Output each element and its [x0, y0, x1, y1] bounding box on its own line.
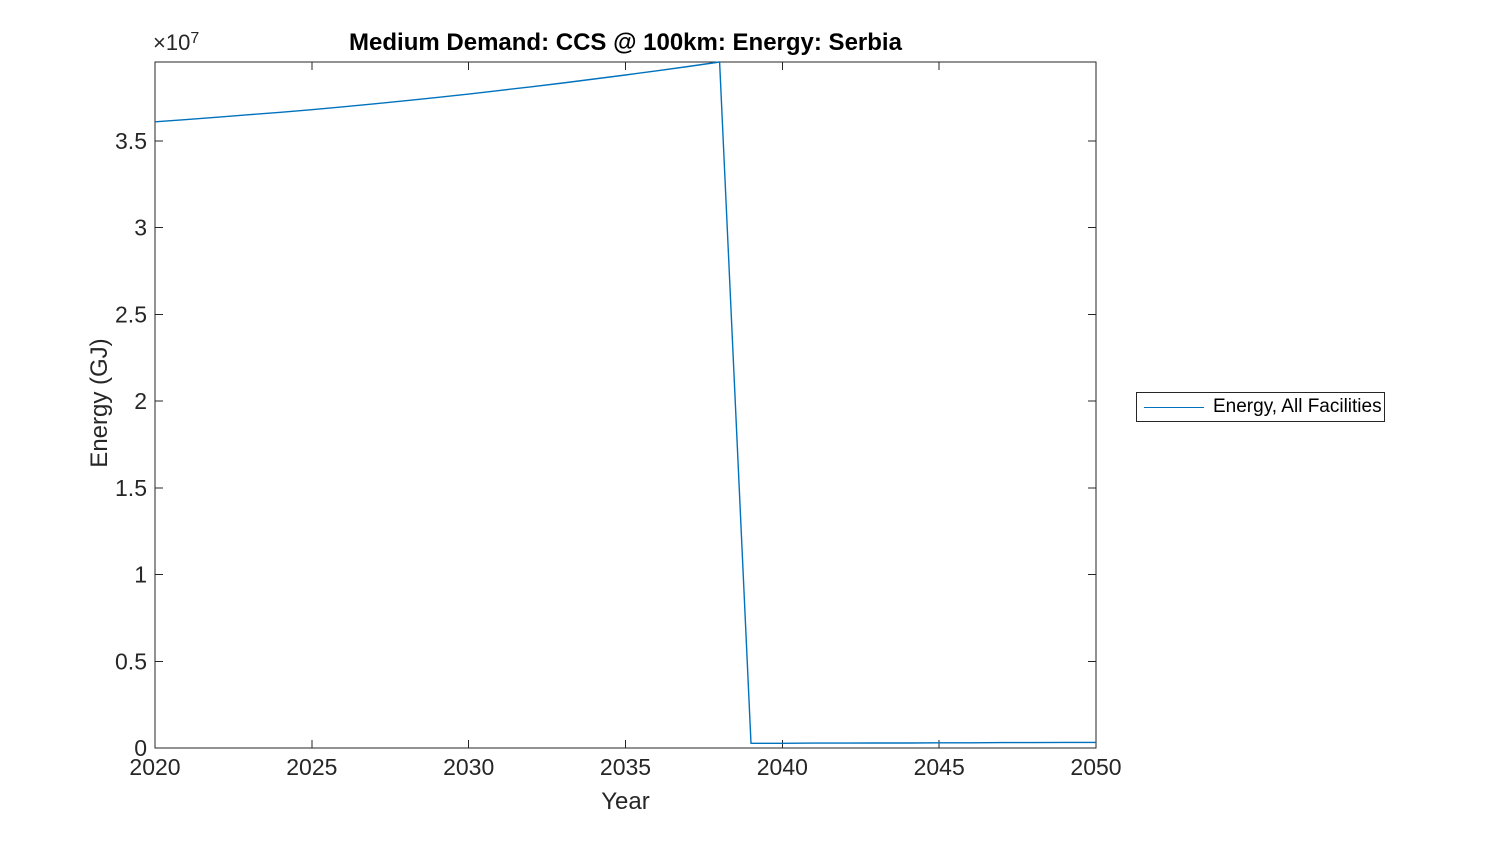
- legend-entry-label: Energy, All Facilities: [1213, 396, 1382, 417]
- x-tick-label: 2035: [600, 754, 651, 780]
- y-axis-exponent-label: ×107: [153, 30, 199, 56]
- x-tick-label: 2045: [914, 754, 965, 780]
- y-tick-label: 0.5: [115, 648, 147, 674]
- y-axis-multiplier-base: ×10: [153, 30, 191, 55]
- legend-box: Energy, All Facilities: [1136, 392, 1385, 422]
- y-tick-label: 2: [134, 388, 147, 414]
- x-tick-label: 2030: [443, 754, 494, 780]
- axes-box: [154, 61, 1097, 749]
- chart-title: Medium Demand: CCS @ 100km: Energy: Serb…: [349, 29, 902, 56]
- legend-line-sample-icon: [1144, 406, 1204, 408]
- y-axis-label: Energy (GJ): [86, 338, 113, 468]
- x-tick-label: 2040: [757, 754, 808, 780]
- series-line: [154, 61, 1096, 744]
- x-axis-label: Year: [601, 788, 650, 815]
- y-tick-label: 2.5: [115, 301, 147, 327]
- y-tick-label: 3: [134, 215, 147, 241]
- y-axis-multiplier-exponent: 7: [190, 30, 200, 47]
- y-tick-label: 3.5: [115, 128, 147, 154]
- x-tick-label: 2025: [286, 754, 337, 780]
- y-tick-label: 1.5: [115, 475, 147, 501]
- y-tick-label: 0: [134, 735, 147, 761]
- y-tick-label: 1: [134, 562, 147, 588]
- x-tick-label: 2050: [1070, 754, 1121, 780]
- x-tick-label: 2020: [129, 754, 180, 780]
